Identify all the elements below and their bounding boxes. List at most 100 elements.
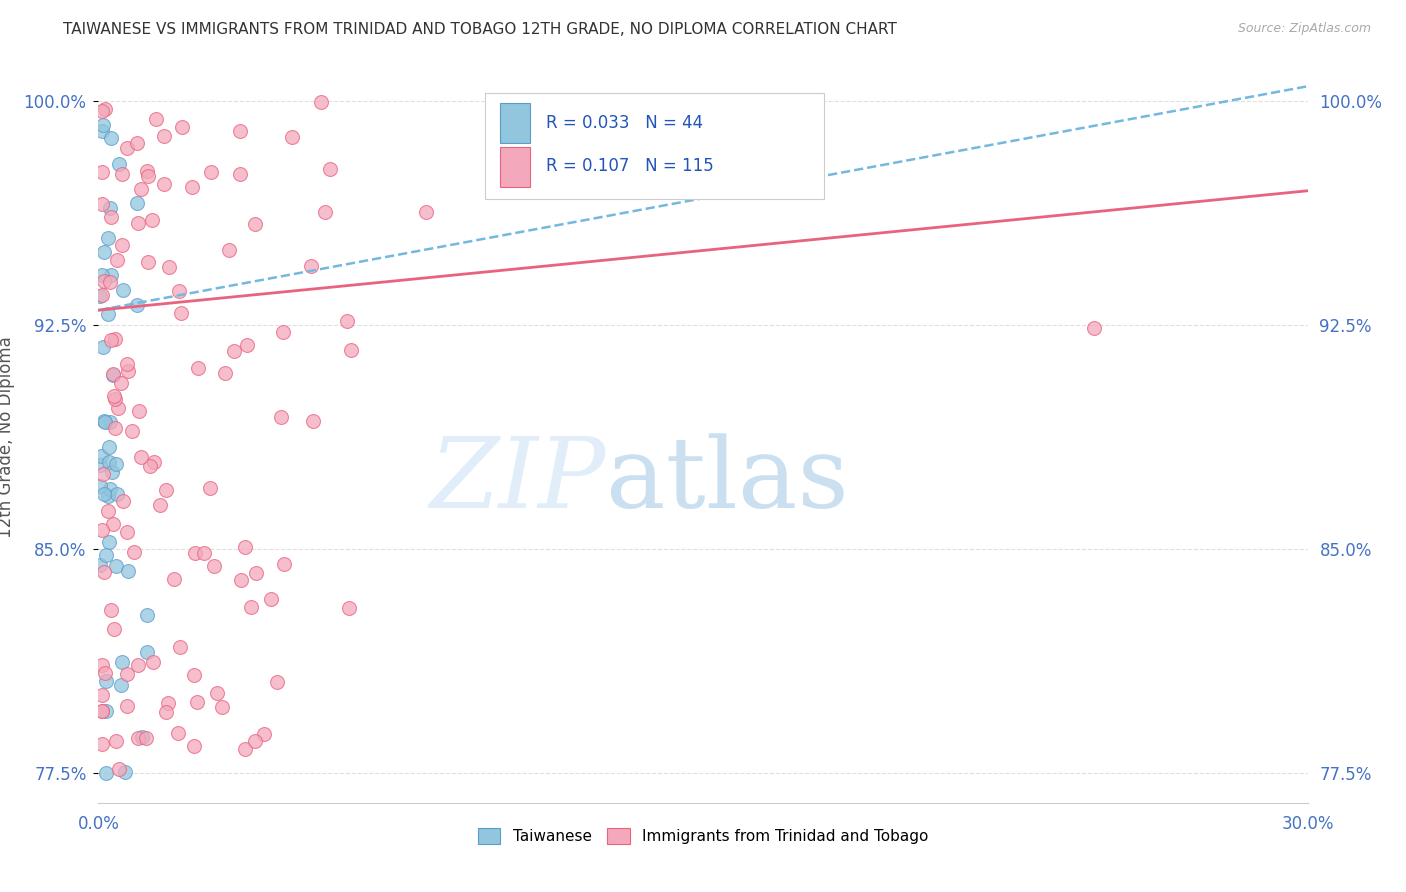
Point [98,201,121,215]
Point [111,655,134,669]
Point [142,455,165,469]
Point [97,535,120,549]
Point [91,165,114,179]
Point [281,130,304,145]
Point [93,487,115,501]
Point [97,489,120,503]
Point [309,95,332,109]
Point [105,734,128,748]
Point [260,592,283,607]
Point [156,696,179,710]
Point [110,678,132,692]
Point [522,115,544,129]
Point [91,704,114,718]
Point [135,731,157,745]
Point [299,260,322,274]
Point [336,314,359,328]
Point [94,102,117,116]
Point [91,688,114,702]
Point [94,415,117,429]
Point [96,766,118,780]
Point [240,600,263,615]
Point [1083,321,1105,335]
Point [135,645,157,659]
Point [153,177,176,191]
Point [115,699,138,714]
Text: R = 0.033   N = 44: R = 0.033 N = 44 [546,113,703,131]
Legend: Taiwanese, Immigrants from Trinidad and Tobago: Taiwanese, Immigrants from Trinidad and … [471,822,935,850]
Y-axis label: 12th Grade, No Diploma: 12th Grade, No Diploma [0,336,15,538]
Point [136,169,159,183]
Point [111,167,134,181]
Point [117,564,139,578]
Point [339,343,361,357]
Point [89,479,111,493]
Point [98,415,121,429]
Point [136,254,159,268]
Point [93,340,115,354]
Point [100,603,122,617]
Point [101,367,124,381]
Point [115,357,138,371]
Point [200,164,222,178]
Point [105,253,128,268]
Point [103,389,125,403]
FancyBboxPatch shape [485,94,824,200]
Point [236,338,259,352]
Point [97,231,120,245]
Point [94,665,117,680]
Point [155,483,177,497]
Point [135,607,157,622]
Point [111,283,134,297]
Point [129,450,152,465]
Point [91,523,114,537]
Point [89,558,111,573]
Point [218,244,240,258]
Point [273,558,295,572]
Point [100,211,122,225]
Point [271,325,294,339]
Point [167,284,190,298]
Point [101,516,124,531]
Point [93,467,115,482]
Point [103,368,125,382]
Point [170,120,193,135]
Bar [501,146,530,187]
Point [97,455,120,469]
Point [114,764,136,779]
Point [98,440,121,454]
Point [104,421,127,435]
Point [169,640,191,654]
Point [105,487,128,501]
Point [89,458,111,472]
Point [117,364,139,378]
Point [243,217,266,231]
Point [98,275,121,289]
Point [94,548,117,562]
Point [127,216,149,230]
Text: TAIWANESE VS IMMIGRANTS FROM TRINIDAD AND TOBAGO 12TH GRADE, NO DIPLOMA CORRELAT: TAIWANESE VS IMMIGRANTS FROM TRINIDAD AN… [63,22,897,37]
Point [97,504,120,518]
Point [93,274,115,288]
Point [184,546,207,560]
Point [157,260,180,274]
Point [214,366,236,380]
Point [415,204,437,219]
Point [266,675,288,690]
Point [128,404,150,418]
Point [121,425,143,439]
Point [152,128,174,143]
Point [91,658,114,673]
Point [91,737,114,751]
Text: ZIP: ZIP [430,434,606,529]
Point [90,449,112,463]
Point [91,704,114,718]
Point [193,546,215,560]
Point [166,726,188,740]
Point [155,705,177,719]
Text: R = 0.107   N = 115: R = 0.107 N = 115 [546,158,714,176]
Point [337,601,360,615]
Point [97,307,120,321]
Point [104,392,127,406]
Point [100,131,122,145]
